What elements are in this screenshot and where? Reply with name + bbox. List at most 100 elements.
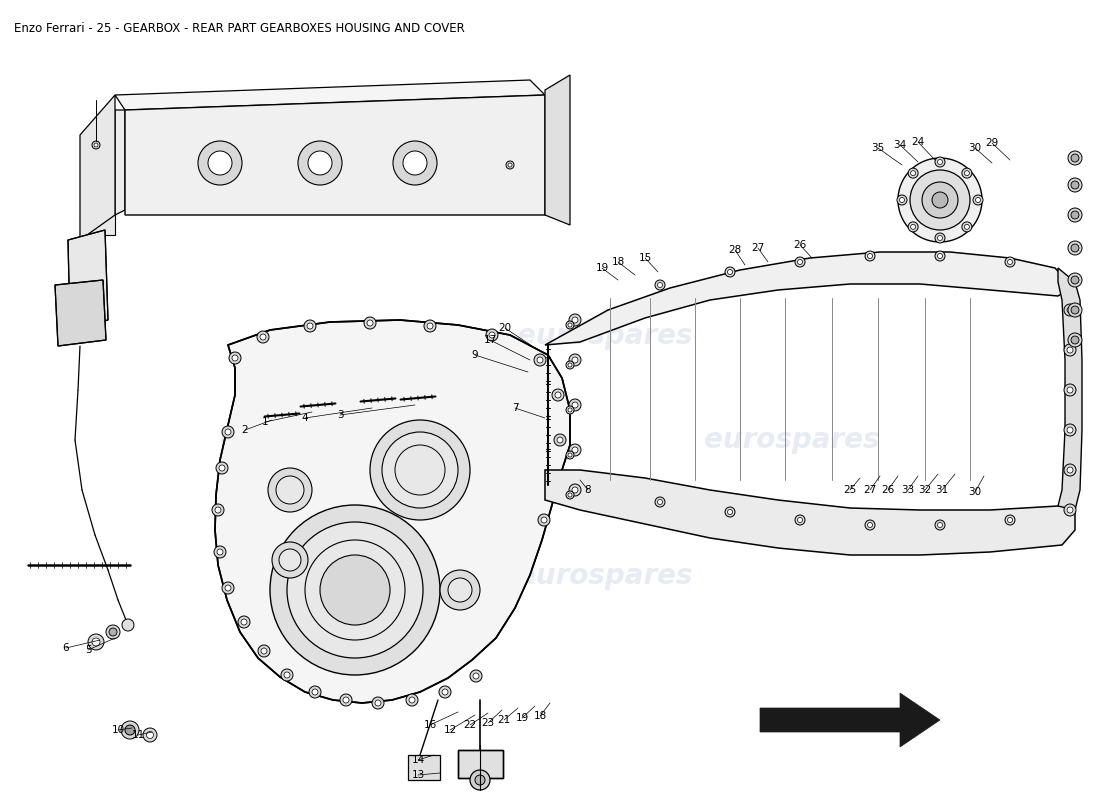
- Circle shape: [1064, 464, 1076, 476]
- Circle shape: [868, 254, 872, 258]
- Text: eurospares: eurospares: [220, 426, 396, 454]
- Text: 20: 20: [498, 323, 512, 333]
- Circle shape: [937, 254, 943, 258]
- Circle shape: [552, 389, 564, 401]
- Text: 11: 11: [131, 730, 144, 740]
- Circle shape: [272, 542, 308, 578]
- Circle shape: [226, 585, 231, 591]
- Polygon shape: [214, 320, 570, 703]
- Circle shape: [538, 514, 550, 526]
- Circle shape: [725, 507, 735, 517]
- Circle shape: [568, 323, 572, 327]
- Circle shape: [279, 549, 301, 571]
- Circle shape: [534, 354, 546, 366]
- Circle shape: [284, 672, 290, 678]
- Circle shape: [569, 444, 581, 456]
- Polygon shape: [68, 230, 108, 330]
- Text: Enzo Ferrari - 25 - GEARBOX - REAR PART GEARBOXES HOUSING AND COVER: Enzo Ferrari - 25 - GEARBOX - REAR PART …: [14, 22, 464, 35]
- Circle shape: [566, 406, 574, 414]
- Circle shape: [440, 570, 480, 610]
- Circle shape: [312, 689, 318, 695]
- Circle shape: [393, 141, 437, 185]
- Text: 19: 19: [516, 713, 529, 723]
- Polygon shape: [1058, 268, 1082, 510]
- Circle shape: [214, 507, 221, 513]
- Circle shape: [654, 280, 666, 290]
- Circle shape: [937, 159, 943, 165]
- Circle shape: [125, 726, 134, 734]
- Circle shape: [375, 700, 381, 706]
- Text: 1: 1: [262, 417, 268, 427]
- Circle shape: [198, 141, 242, 185]
- Circle shape: [409, 697, 415, 703]
- Text: eurospares: eurospares: [517, 322, 693, 350]
- Circle shape: [1008, 518, 1012, 522]
- Circle shape: [541, 517, 547, 523]
- Circle shape: [572, 447, 578, 453]
- Circle shape: [965, 224, 969, 230]
- Circle shape: [106, 625, 120, 639]
- Circle shape: [470, 670, 482, 682]
- Circle shape: [1071, 276, 1079, 284]
- Circle shape: [569, 354, 581, 366]
- Circle shape: [974, 195, 983, 205]
- Text: 3: 3: [337, 410, 343, 420]
- Text: 18: 18: [534, 711, 547, 721]
- Circle shape: [1067, 347, 1072, 353]
- Circle shape: [1071, 277, 1078, 283]
- Text: 23: 23: [482, 718, 495, 728]
- Circle shape: [935, 157, 945, 167]
- Circle shape: [961, 222, 972, 232]
- Polygon shape: [544, 75, 570, 225]
- Bar: [65, 292, 97, 332]
- Circle shape: [238, 616, 250, 628]
- Circle shape: [214, 546, 225, 558]
- Circle shape: [1068, 208, 1082, 222]
- Text: 10: 10: [111, 725, 124, 735]
- Circle shape: [795, 257, 805, 267]
- Text: 29: 29: [986, 138, 999, 148]
- Circle shape: [382, 432, 458, 508]
- Circle shape: [261, 648, 267, 654]
- Circle shape: [406, 694, 418, 706]
- Circle shape: [1067, 507, 1072, 513]
- Circle shape: [226, 429, 231, 435]
- Circle shape: [1071, 244, 1079, 252]
- Circle shape: [935, 251, 945, 261]
- Bar: [458, 750, 503, 778]
- Bar: [408, 755, 440, 780]
- Polygon shape: [55, 280, 106, 346]
- Circle shape: [1071, 154, 1079, 162]
- Circle shape: [569, 484, 581, 496]
- Circle shape: [212, 504, 224, 516]
- Circle shape: [1071, 337, 1078, 343]
- Circle shape: [572, 487, 578, 493]
- Circle shape: [309, 686, 321, 698]
- Circle shape: [475, 775, 485, 785]
- Text: 27: 27: [864, 485, 877, 495]
- Circle shape: [1071, 245, 1078, 251]
- Text: 14: 14: [411, 755, 425, 765]
- Circle shape: [1067, 307, 1072, 313]
- Text: 34: 34: [893, 140, 906, 150]
- Circle shape: [343, 697, 349, 703]
- Text: 18: 18: [612, 257, 625, 267]
- Circle shape: [557, 437, 563, 443]
- Circle shape: [556, 392, 561, 398]
- Circle shape: [568, 493, 572, 497]
- Circle shape: [566, 361, 574, 369]
- Text: 4: 4: [301, 413, 308, 423]
- Circle shape: [442, 689, 448, 695]
- Circle shape: [566, 321, 574, 329]
- Text: 19: 19: [595, 263, 608, 273]
- Circle shape: [865, 520, 874, 530]
- Circle shape: [1005, 515, 1015, 525]
- Text: 16: 16: [424, 720, 437, 730]
- Circle shape: [280, 669, 293, 681]
- Circle shape: [276, 476, 304, 504]
- Circle shape: [122, 619, 134, 631]
- Text: 31: 31: [935, 485, 948, 495]
- Circle shape: [229, 352, 241, 364]
- Circle shape: [232, 355, 238, 361]
- Circle shape: [110, 629, 117, 635]
